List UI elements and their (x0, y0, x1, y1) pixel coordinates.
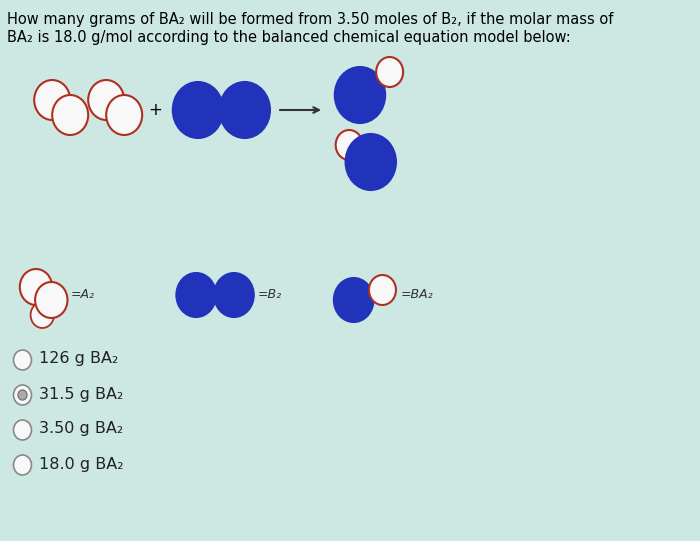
Circle shape (214, 273, 254, 317)
Circle shape (336, 130, 363, 160)
Text: =BA₂: =BA₂ (400, 288, 433, 301)
Circle shape (13, 385, 32, 405)
Text: 3.50 g BA₂: 3.50 g BA₂ (38, 421, 122, 437)
Circle shape (335, 67, 385, 123)
Circle shape (88, 80, 124, 120)
Circle shape (176, 273, 216, 317)
Text: BA₂ is 18.0 g/mol according to the balanced chemical equation model below:: BA₂ is 18.0 g/mol according to the balan… (7, 30, 571, 45)
Circle shape (20, 269, 52, 305)
Circle shape (18, 390, 27, 400)
Text: +: + (148, 101, 162, 119)
Circle shape (173, 82, 223, 138)
Circle shape (31, 302, 54, 328)
Text: =B₂: =B₂ (258, 288, 281, 301)
Text: 126 g BA₂: 126 g BA₂ (38, 352, 118, 366)
Circle shape (34, 80, 70, 120)
Circle shape (369, 275, 396, 305)
Circle shape (13, 420, 32, 440)
Circle shape (376, 57, 403, 87)
Circle shape (13, 350, 32, 370)
Circle shape (106, 95, 142, 135)
Text: 31.5 g BA₂: 31.5 g BA₂ (38, 386, 123, 401)
Circle shape (220, 82, 270, 138)
Circle shape (334, 278, 374, 322)
Text: How many grams of BA₂ will be formed from 3.50 moles of B₂, if the molar mass of: How many grams of BA₂ will be formed fro… (7, 12, 614, 27)
Text: =A₂: =A₂ (70, 288, 94, 301)
Text: 18.0 g BA₂: 18.0 g BA₂ (38, 457, 123, 472)
Circle shape (13, 455, 32, 475)
Circle shape (35, 282, 67, 318)
Circle shape (52, 95, 88, 135)
Circle shape (346, 134, 396, 190)
